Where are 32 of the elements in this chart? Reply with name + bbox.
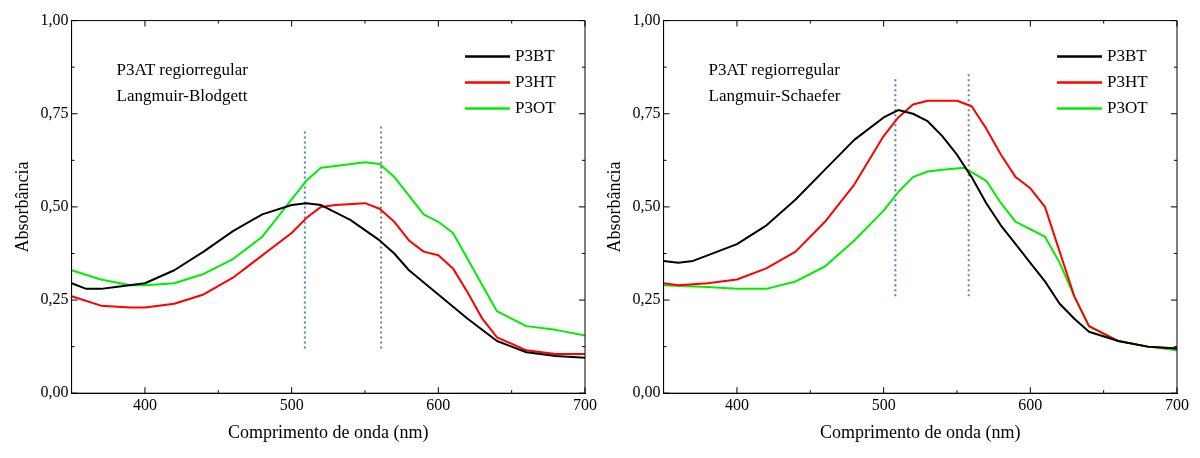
- legend-label: P3OT: [1107, 98, 1149, 118]
- legend-label: P3OT: [515, 98, 557, 118]
- x-axis-title: Comprimento de onda (nm): [228, 421, 429, 443]
- y-tick-label: 0,75: [632, 103, 661, 121]
- legend-label: P3HT: [515, 72, 557, 92]
- y-axis-title: Absorbância: [11, 161, 32, 253]
- y-tick-label: 1,00: [632, 10, 661, 28]
- annotation: Langmuir-Schaefer: [708, 86, 841, 106]
- x-tick-label: 400: [724, 396, 749, 413]
- x-tick-label: 400: [132, 396, 157, 413]
- y-axis-title: Absorbância: [603, 161, 624, 253]
- x-tick-label: 700: [573, 396, 597, 413]
- y-tick-label: 0,50: [632, 197, 661, 215]
- annotation: Langmuir-Blodgett: [116, 86, 248, 106]
- x-tick-label: 600: [1018, 396, 1043, 413]
- annotation: P3AT regiorregular: [116, 60, 249, 80]
- x-tick-label: 600: [426, 396, 451, 413]
- legend-label: P3BT: [515, 46, 556, 66]
- x-tick-label: 500: [279, 396, 304, 413]
- y-tick-label: 0,00: [40, 383, 69, 401]
- y-tick-label: 0,75: [40, 103, 69, 121]
- legend-label: P3HT: [1107, 72, 1149, 92]
- legend-label: P3BT: [1107, 46, 1148, 66]
- annotation: P3AT regiorregular: [708, 60, 841, 80]
- y-tick-label: 0,25: [632, 290, 661, 308]
- y-tick-label: 1,00: [40, 10, 69, 28]
- y-tick-label: 0,50: [40, 197, 69, 215]
- x-tick-label: 500: [871, 396, 896, 413]
- y-tick-label: 0,00: [632, 383, 661, 401]
- y-tick-label: 0,25: [40, 290, 69, 308]
- x-axis-title: Comprimento de onda (nm): [820, 421, 1021, 443]
- x-tick-label: 700: [1165, 396, 1189, 413]
